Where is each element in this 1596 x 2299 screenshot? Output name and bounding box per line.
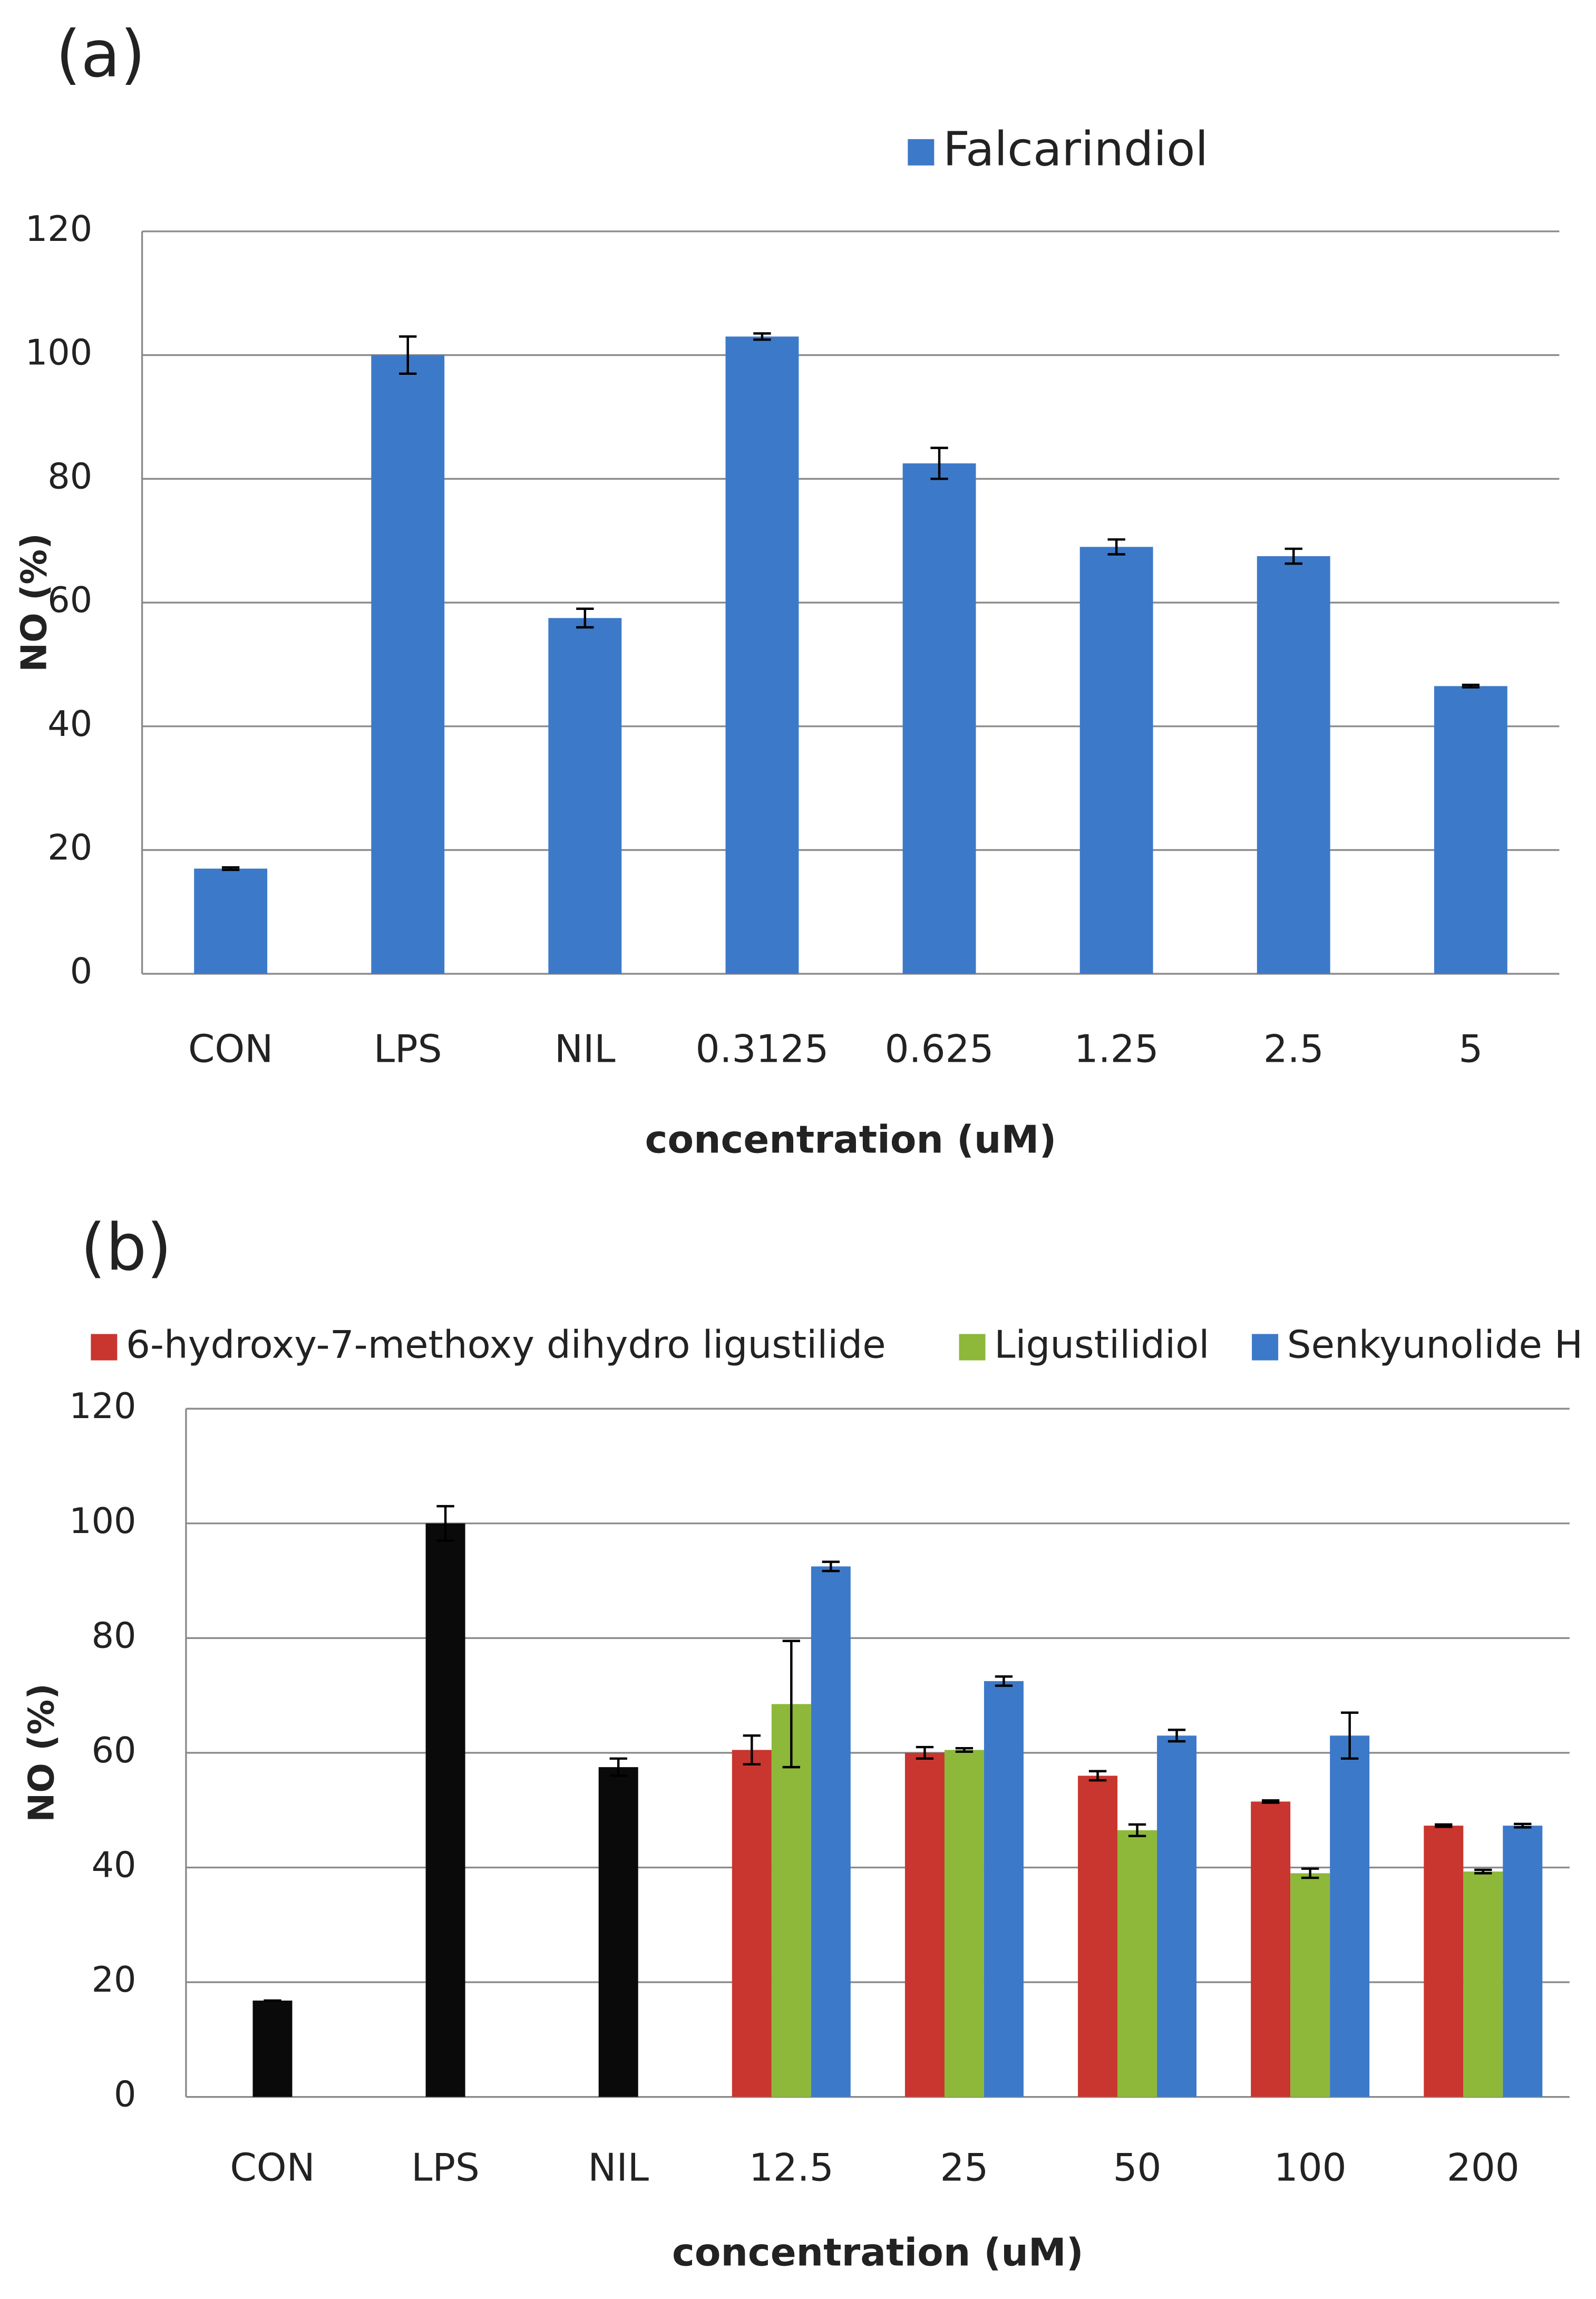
x-tick-label: 100 [1274,2146,1347,2190]
y-tick-label: 20 [47,827,92,868]
bar [771,1704,811,2097]
x-tick-label: NIL [588,2146,649,2190]
x-tick-label: CON [188,1027,273,1071]
y-tick-label: 100 [69,1500,136,1541]
y-axis-title: NO (%) [14,533,55,672]
x-tick-label: LPS [411,2146,480,2190]
bar [811,1566,851,2097]
bar [1330,1735,1370,2097]
y-tick-label: 40 [92,1845,137,1886]
error-bar [782,1640,800,1769]
legend-label: Falcarindiol [943,121,1208,176]
bar [194,868,268,974]
y-tick-label: 80 [92,1615,137,1656]
panel-label: (b) [81,1210,172,1285]
error-bar [1462,683,1480,689]
error-bar [1341,1711,1359,1760]
bar [1078,1776,1118,2097]
bar [598,1767,638,2097]
bar [732,1750,772,2097]
legend-label: Senkyunolide H [1287,1323,1583,1367]
bar [252,2000,293,2097]
y-tick-label: 60 [92,1730,137,1771]
y-tick-label: 0 [70,950,92,992]
error-bar [1435,1823,1453,1828]
error-bar [221,866,240,871]
y-tick-label: 20 [92,1959,137,2000]
x-tick-label: 5 [1458,1027,1483,1071]
error-bar [1262,1799,1280,1804]
bar [984,1681,1024,2097]
x-tick-label: NIL [554,1027,616,1071]
bar [1290,1873,1330,2097]
bar [1117,1830,1157,2097]
bar [371,355,445,974]
error-bar [1301,1867,1319,1879]
x-tick-label: 12.5 [749,2146,834,2190]
y-tick-label: 120 [69,1385,136,1427]
bar [1463,1871,1503,2097]
error-bar [955,1747,974,1753]
y-tick-label: 60 [47,579,92,620]
x-axis-title: concentration (uM) [645,1118,1057,1162]
legend-swatch [91,1334,118,1361]
y-tick-label: 40 [47,703,92,744]
x-tick-label: 2.5 [1263,1027,1324,1071]
y-tick-label: 80 [47,455,92,497]
bar [1251,1801,1291,2097]
bar [1503,1826,1543,2097]
error-bar [822,1560,840,1573]
legend-label: Ligustilidiol [994,1323,1209,1367]
error-bar [995,1675,1013,1687]
bar [725,336,799,974]
x-tick-label: 1.25 [1074,1027,1159,1071]
error-bar [916,1745,934,1760]
bar [425,1523,465,2097]
bar [1257,556,1330,974]
bar [904,1752,945,2097]
bar [944,1750,984,2097]
x-tick-label: 200 [1447,2146,1520,2190]
x-tick-label: 25 [940,2146,988,2190]
y-tick-label: 120 [25,208,92,249]
panel-label: (a) [56,17,145,92]
error-bar [1474,1868,1492,1875]
bar [1424,1826,1464,2097]
y-tick-label: 100 [25,332,92,373]
error-bar [930,447,948,480]
error-bar [1128,1823,1146,1837]
x-tick-label: 0.625 [885,1027,994,1071]
error-bar [399,335,417,375]
bar [902,463,976,974]
error-bar [1088,1770,1107,1782]
legend-swatch [959,1334,986,1361]
error-bar [609,1757,627,1777]
error-bar [743,1734,761,1766]
legend-swatch [1252,1334,1279,1361]
bar [548,618,622,974]
error-bar [1107,538,1125,556]
y-axis-title: NO (%) [21,1683,62,1822]
error-bar [576,607,594,629]
legend-swatch [908,139,935,166]
x-tick-label: 0.3125 [696,1027,829,1071]
x-tick-label: CON [230,2146,315,2190]
error-bar [1167,1729,1186,1743]
error-bar [1514,1822,1532,1829]
bar [1434,686,1507,974]
error-bar [436,1505,454,1542]
error-bar [1284,547,1302,565]
y-tick-label: 0 [114,2074,136,2115]
x-tick-label: LPS [374,1027,442,1071]
legend-label: 6-hydroxy-7-methoxy dihydro ligustilide [126,1323,886,1367]
bar [1079,547,1153,974]
x-tick-label: 50 [1113,2146,1162,2190]
x-axis-title: concentration (uM) [672,2231,1084,2275]
error-bar [753,332,771,341]
bar [1157,1735,1197,2097]
